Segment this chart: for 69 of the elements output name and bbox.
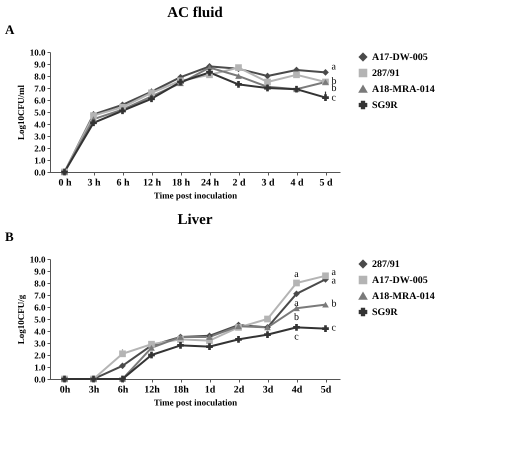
x-tick-label: 4 d [290,178,304,188]
text: B [5,229,14,244]
y-tick-label: 1.0 [34,362,46,372]
y-tick-label: 6.0 [34,96,46,106]
y-tick-label: 8.0 [34,278,46,288]
y-tick-label: 4.0 [34,326,46,336]
x-axis-title: Time post inoculation [154,190,238,200]
y-tick-label: 9.0 [34,266,46,276]
legend-label: A17-DW-005 [372,52,428,63]
annotation: a [332,61,336,72]
x-tick-label: 12 h [142,178,162,188]
x-tick-label: 5 d [319,178,333,188]
legend-label: SG9R [372,100,398,111]
y-tick-label: 5.0 [34,314,46,324]
x-tick-label: 18h [173,384,190,396]
y-axis-title: Log10CFU/g [16,294,26,344]
x-tick-label: 3h [88,384,100,396]
annotation: a [332,276,336,287]
y-tick-label: 7.0 [34,290,46,300]
x-tick-label: 18 h [172,178,190,188]
legend-label: 287/91 [372,68,400,79]
annotation: c [294,331,300,342]
x-tick-label: 5d [320,384,332,396]
y-tick-label: 4.0 [34,120,46,130]
y-tick-label: 3.0 [34,132,46,142]
x-tick-label: 3 d [261,178,275,188]
x-axis-title: Time post inoculation [154,398,238,408]
x-tick-label: 0h [60,384,71,396]
annotation: b [332,83,336,94]
x-tick-label: 2d [234,384,245,396]
annotation: c [332,92,336,104]
y-tick-label: 7.0 [34,84,46,94]
annotation: a [332,267,336,278]
annotation: a [294,298,300,309]
y-tick-label: 5.0 [34,108,46,118]
y-tick-label: 10.0 [30,48,46,58]
annotation: a [294,269,300,280]
y-tick-label: 0.0 [34,168,46,178]
x-tick-label: 3d [262,384,274,396]
y-tick-label: 1.0 [34,156,46,166]
legend-label: A17-DW-005 [372,275,428,286]
legend-label: A18-MRA-014 [372,84,435,95]
x-tick-label: 1d [204,384,216,396]
x-tick-label: 6h [118,384,129,396]
y-tick-label: 0.0 [34,374,46,384]
chart-title: AC fluid [167,5,224,21]
x-tick-label: 12h [144,384,160,396]
legend-label: 287/91 [372,259,400,270]
x-tick-label: 0 h [58,178,72,188]
y-tick-label: 10.0 [30,254,46,264]
legend-label: SG9R [372,307,398,318]
legend-label: A18-MRA-014 [372,291,435,302]
y-tick-label: 3.0 [34,338,46,348]
x-tick-label: 24 h [200,178,220,188]
chart-title: Liver [178,212,213,228]
y-tick-label: 6.0 [34,302,46,312]
x-tick-label: 4d [292,384,303,396]
y-tick-label: 2.0 [34,350,46,360]
x-tick-label: 2 d [232,178,246,188]
x-tick-label: 6 h [116,178,130,188]
text: A [5,22,15,37]
annotation: b [294,312,299,324]
annotation: b [332,298,336,310]
x-tick-label: 3 h [87,178,101,188]
y-tick-label: 9.0 [34,60,46,70]
y-tick-label: 2.0 [34,144,46,154]
y-axis-title: Log10CFU/ml [16,84,26,140]
y-tick-label: 8.0 [34,72,46,82]
annotation: c [332,322,336,334]
